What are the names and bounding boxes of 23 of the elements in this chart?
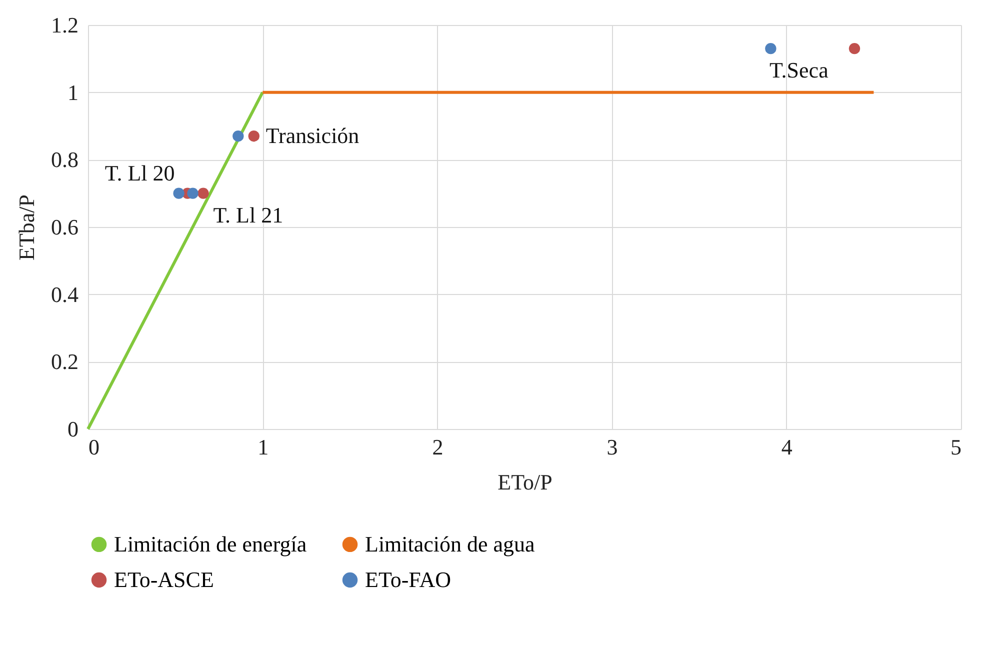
y-tick-label: 0.4	[51, 282, 78, 307]
y-tick-label: 1.2	[51, 12, 78, 38]
x-tick-label: 5	[950, 434, 962, 460]
y-tick-label: 0.6	[51, 214, 78, 240]
annotation: T. Ll 21	[213, 202, 284, 228]
legend-label: ETo-ASCE	[114, 567, 214, 592]
x-tick-label: 4	[781, 434, 792, 460]
y-tick-label: 0	[68, 416, 78, 442]
annotation: T. Ll 20	[104, 160, 175, 186]
legend-label: Limitación de agua	[365, 531, 536, 556]
annotation: T.Seca	[769, 58, 829, 83]
y-axis-title: ETba/P	[14, 194, 39, 260]
x-tick-label: 0	[88, 434, 100, 460]
y-tick-label: 1	[68, 80, 78, 105]
x-tick-label: 3	[606, 434, 618, 460]
y-tick-label: 0.8	[51, 147, 78, 172]
x-axis-title: ETo/P	[498, 470, 552, 494]
legend-label: ETo-FAO	[365, 567, 452, 592]
x-tick-label: 1	[258, 434, 269, 460]
annotation: Transición	[266, 123, 360, 148]
y-tick-label: 0.2	[51, 349, 78, 374]
x-tick-label: 2	[432, 434, 444, 460]
legend-label: Limitación de energía	[114, 531, 307, 556]
